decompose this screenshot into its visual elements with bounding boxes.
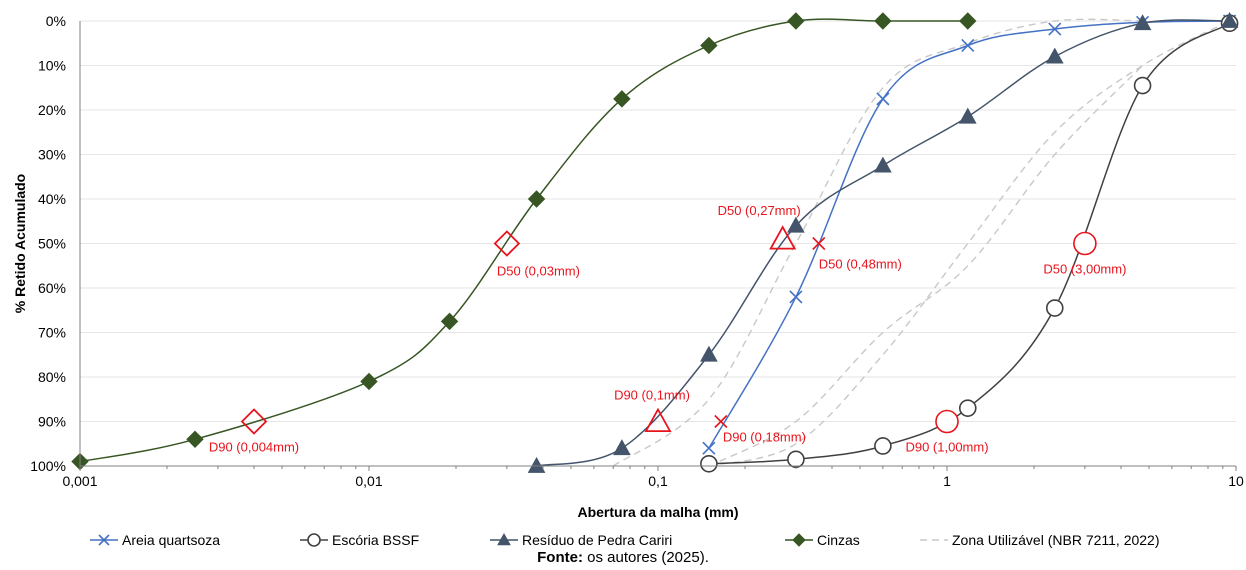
data-markers bbox=[71, 11, 1239, 473]
series-2-point-0 bbox=[527, 456, 546, 473]
series-1-point-5 bbox=[1133, 76, 1152, 95]
y-axis-ticks: 0% 10% 20% 30% 40% 50% 60% 70% 80% 90% 100% bbox=[30, 13, 66, 474]
series-1-point-2 bbox=[874, 437, 892, 455]
y-tick-label: 80% bbox=[38, 369, 66, 385]
series-2-point-8 bbox=[1220, 11, 1239, 28]
series-1-point-3 bbox=[958, 399, 977, 417]
series-0-point-1 bbox=[789, 290, 803, 304]
usable-zone-lines bbox=[612, 18, 1230, 467]
series-0-point-3-stroke-b bbox=[961, 38, 975, 53]
series-line-3 bbox=[79, 18, 968, 463]
series-0-point-4 bbox=[1048, 22, 1062, 36]
usable-zone-boundary-2 bbox=[708, 65, 1144, 467]
legend-swatch-marker-3 bbox=[792, 533, 806, 547]
x-tick-label: 1 bbox=[943, 473, 951, 489]
series-line-2 bbox=[536, 19, 1230, 467]
series-2-point-7 bbox=[1133, 14, 1152, 31]
y-tick-label: 0% bbox=[46, 13, 66, 29]
series-2-point-1 bbox=[613, 439, 631, 456]
y-axis-title: % Retido Acumulado bbox=[12, 174, 28, 314]
series-3-point-8 bbox=[874, 12, 892, 30]
legend-swatch-marker-2 bbox=[497, 532, 511, 546]
series-3-point-2 bbox=[360, 372, 378, 391]
series-2-point-5 bbox=[958, 107, 977, 124]
annotation-marker-1 bbox=[240, 408, 268, 435]
x-tick-label: 10 bbox=[1228, 473, 1244, 489]
series-2-point-4 bbox=[874, 156, 892, 173]
legend-label-0: Areia quartsoza bbox=[122, 532, 220, 548]
annotation-label-7: D90 (1,00mm) bbox=[905, 440, 988, 455]
series-0-point-3 bbox=[961, 38, 975, 53]
series-1-point-0 bbox=[700, 454, 718, 473]
series-1-point-1 bbox=[787, 450, 805, 469]
y-tick-label: 50% bbox=[38, 236, 66, 252]
annotation-marker-4 bbox=[812, 236, 826, 251]
annotations: D50 (0,03mm) D90 (0,004mm) D50 (0,27mm) D90… bbox=[209, 203, 1127, 454]
annotation-marker-6 bbox=[1073, 231, 1097, 256]
series-3-point-1 bbox=[186, 430, 204, 449]
legend-label-1: Escória BSSF bbox=[332, 532, 419, 548]
series-0-point-0-stroke-b bbox=[702, 441, 716, 455]
series-0-point-0 bbox=[702, 441, 716, 455]
series-line-0 bbox=[708, 20, 1230, 449]
annotation-label-5: D90 (0,18mm) bbox=[723, 430, 806, 445]
legend-swatch-marker-1 bbox=[307, 533, 321, 547]
series-1-point-4 bbox=[1045, 299, 1064, 317]
y-tick-label: 70% bbox=[38, 325, 66, 341]
annotation-marker-0 bbox=[493, 230, 521, 257]
source-text: os autores (2025). bbox=[583, 549, 709, 566]
series-0-point-2-stroke-b bbox=[876, 92, 890, 106]
source-label: Fonte: bbox=[537, 549, 583, 566]
series-0-point-2 bbox=[876, 92, 890, 106]
series-2-point-2 bbox=[700, 345, 718, 362]
legend-swatch-marker-0 bbox=[98, 534, 110, 546]
usable-zone-boundary-0 bbox=[708, 20, 1230, 467]
y-tick-label: 30% bbox=[38, 147, 66, 163]
annotation-label-6: D50 (3,00mm) bbox=[1043, 262, 1126, 277]
y-tick-label: 60% bbox=[38, 280, 66, 296]
x-axis-ticks: 0,001 0,01 0,1 1 10 bbox=[62, 466, 1244, 489]
y-tick-label: 90% bbox=[38, 414, 66, 430]
series-2-point-3 bbox=[787, 216, 805, 233]
x-tick-label: 0,01 bbox=[355, 473, 382, 489]
usable-zone-boundary-1 bbox=[612, 18, 1143, 467]
x-tick-label: 0,001 bbox=[62, 473, 97, 489]
series-3-point-5 bbox=[613, 90, 631, 108]
legend: Areia quartsoza Escória BSSF Resíduo de Pe… bbox=[90, 532, 1160, 548]
legend-label-4: Zona Utilizável (NBR 7211, 2022) bbox=[952, 532, 1160, 548]
y-tick-label: 10% bbox=[38, 58, 66, 74]
annotation-label-1: D90 (0,004mm) bbox=[209, 440, 299, 455]
series-3-point-6 bbox=[700, 36, 718, 55]
series-3-point-3 bbox=[440, 312, 459, 331]
annotation-marker-4-stroke-b bbox=[812, 236, 826, 251]
annotation-label-4: D50 (0,48mm) bbox=[819, 257, 902, 272]
source-caption: Fonte: os autores (2025). bbox=[537, 549, 709, 566]
annotation-label-2: D50 (0,27mm) bbox=[718, 203, 801, 218]
series-2-point-6 bbox=[1045, 47, 1064, 64]
series-3-point-4 bbox=[527, 190, 546, 208]
y-tick-label: 40% bbox=[38, 191, 66, 207]
legend-swatch-marker-0-stroke-b bbox=[98, 534, 110, 546]
annotation-marker-2 bbox=[769, 225, 797, 250]
series-3-point-7 bbox=[787, 12, 805, 30]
series-0-point-1-stroke-b bbox=[789, 290, 803, 304]
series-0-point-4-stroke-b bbox=[1048, 22, 1062, 36]
legend-label-2: Resíduo de Pedra Cariri bbox=[522, 532, 672, 548]
y-tick-label: 20% bbox=[38, 102, 66, 118]
y-tick-label: 100% bbox=[30, 458, 66, 474]
annotation-marker-3 bbox=[644, 407, 672, 433]
series-3-point-9 bbox=[959, 12, 977, 30]
annotation-label-0: D50 (0,03mm) bbox=[497, 264, 580, 279]
legend-label-3: Cinzas bbox=[817, 532, 860, 548]
annotation-marker-5-stroke-b bbox=[714, 414, 728, 429]
annotation-marker-5 bbox=[714, 414, 728, 429]
x-tick-label: 0,1 bbox=[648, 473, 668, 489]
x-axis-title: Abertura da malha (mm) bbox=[577, 504, 738, 520]
annotation-marker-7 bbox=[935, 409, 959, 434]
annotation-label-3: D90 (0,1mm) bbox=[614, 388, 690, 403]
